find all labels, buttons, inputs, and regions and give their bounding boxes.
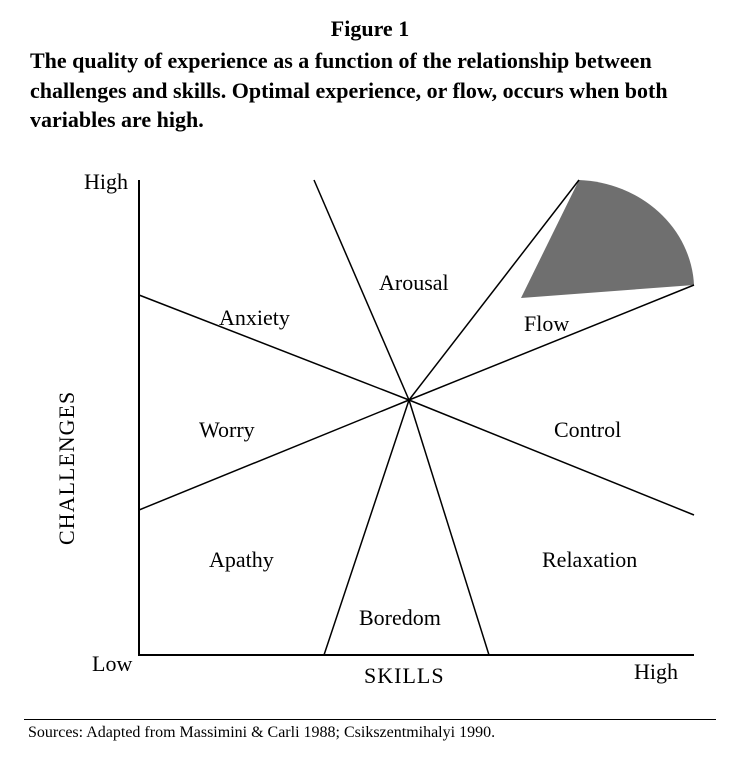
- sector-label-anxiety: Anxiety: [219, 305, 290, 331]
- sector-label-relaxation: Relaxation: [542, 547, 637, 573]
- sector-label-apathy: Apathy: [209, 547, 274, 573]
- flow-diagram: High Low High CHALLENGES SKILLS Arousal …: [24, 155, 714, 715]
- y-axis-low-label: Low: [92, 651, 132, 677]
- figure-sources: Sources: Adapted from Massimini & Carli …: [28, 724, 716, 742]
- sector-label-worry: Worry: [199, 417, 255, 443]
- figure-caption: The quality of experience as a function …: [30, 46, 710, 135]
- sector-label-boredom: Boredom: [359, 605, 441, 631]
- sector-label-arousal: Arousal: [379, 270, 449, 296]
- divider-line: [24, 719, 716, 720]
- sector-label-flow: Flow: [524, 311, 569, 337]
- x-axis-title: SKILLS: [364, 663, 445, 689]
- y-axis-title: CHALLENGES: [54, 391, 80, 545]
- sector-label-control: Control: [554, 417, 621, 443]
- y-axis-high-label: High: [84, 169, 128, 195]
- x-axis-high-label: High: [634, 659, 678, 685]
- figure-label: Figure 1: [24, 16, 716, 42]
- figure-page: Figure 1 The quality of experience as a …: [0, 0, 740, 767]
